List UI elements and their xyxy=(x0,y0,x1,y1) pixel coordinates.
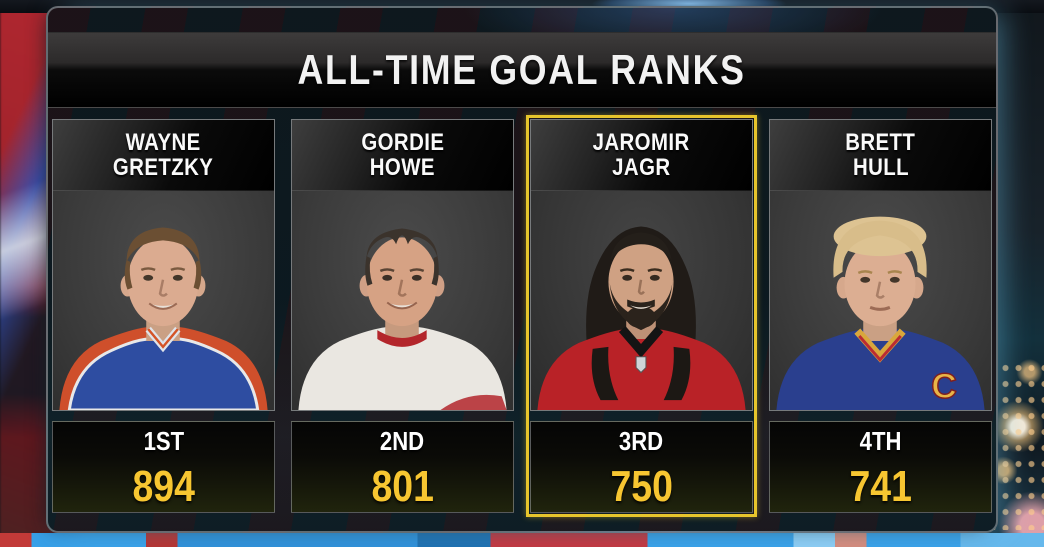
player-card: JAROMIR JAGR xyxy=(526,115,757,517)
player-headshot-box: GORDIE HOWE xyxy=(291,119,514,411)
goals-value: 741 xyxy=(844,465,917,509)
player-name: WAYNE GRETZKY xyxy=(53,120,274,191)
rank-label: 3RD xyxy=(615,426,667,457)
goals-text: 741 xyxy=(849,462,912,511)
player-headshot-box: JAROMIR JAGR xyxy=(530,119,753,411)
player-rank-box: 4TH 741 xyxy=(769,421,992,513)
rank-label: 2ND xyxy=(376,426,428,457)
player-card: BRETT HULL xyxy=(765,115,996,517)
player-photo-gordie-howe xyxy=(292,191,513,410)
goals-text: 750 xyxy=(610,462,673,511)
player-name-line1: GORDIE xyxy=(360,129,445,156)
goals-text: 801 xyxy=(371,462,434,511)
player-rank-box: 3RD 750 xyxy=(530,421,753,513)
player-photo-brett-hull: C xyxy=(770,191,991,410)
player-photo-jaromir-jagr xyxy=(531,191,752,410)
player-rank-box: 1ST 894 xyxy=(52,421,275,513)
player-name: JAROMIR JAGR xyxy=(531,120,752,191)
player-headshot-box: WAYNE GRETZKY xyxy=(52,119,275,411)
goals-value: 894 xyxy=(127,465,200,509)
stats-panel: ALL-TIME GOAL RANKS WAYNE GRETZKY xyxy=(46,6,998,533)
player-name-line2: JAGR xyxy=(612,154,671,181)
goals-value: 801 xyxy=(366,465,439,509)
panel-title-bar: ALL-TIME GOAL RANKS xyxy=(48,32,996,108)
rank-text: 4TH xyxy=(859,426,902,456)
player-photo-wayne-gretzky xyxy=(53,191,274,410)
rank-label: 1ST xyxy=(140,426,188,457)
panel-title: ALL-TIME GOAL RANKS xyxy=(297,46,747,93)
rank-text: 3RD xyxy=(619,426,664,456)
player-card: WAYNE GRETZKY xyxy=(48,115,279,517)
player-name: BRETT HULL xyxy=(770,120,991,191)
player-name-line2: GRETZKY xyxy=(113,154,214,181)
captain-patch: C xyxy=(931,366,957,406)
player-name-line1: BRETT xyxy=(845,129,916,156)
player-rank-box: 2ND 801 xyxy=(291,421,514,513)
goals-value: 750 xyxy=(605,465,678,509)
player-name-line1: WAYNE xyxy=(125,129,202,156)
player-cards: WAYNE GRETZKY xyxy=(48,115,996,517)
rank-text: 1ST xyxy=(143,426,184,456)
player-card: GORDIE HOWE xyxy=(287,115,518,517)
player-name-line2: HOWE xyxy=(369,154,436,181)
player-headshot-box: BRETT HULL xyxy=(769,119,992,411)
goals-text: 894 xyxy=(132,462,195,511)
rank-label: 4TH xyxy=(856,426,905,457)
player-name: GORDIE HOWE xyxy=(292,120,513,191)
rank-text: 2ND xyxy=(380,426,425,456)
rink-boards-strip xyxy=(0,533,1044,547)
player-name-line1: JAROMIR xyxy=(592,129,691,156)
player-name-line2: HULL xyxy=(852,154,909,181)
